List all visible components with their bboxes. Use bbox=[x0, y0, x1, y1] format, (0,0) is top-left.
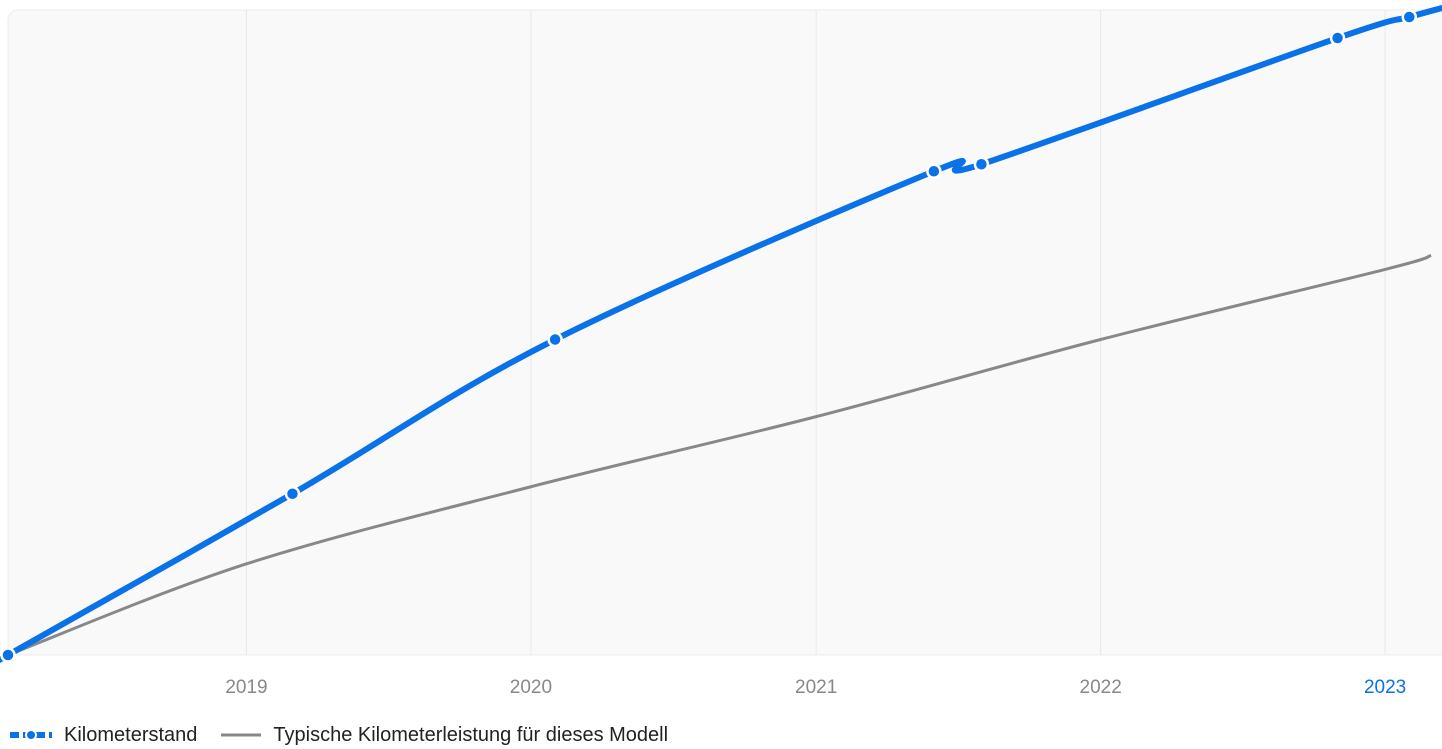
mileage-point-2023-02[interactable] bbox=[1401, 9, 1418, 25]
mileage-point-2021-06[interactable] bbox=[926, 163, 942, 179]
grid-lines bbox=[245, 10, 1386, 655]
mileage-point-2018-03[interactable] bbox=[0, 647, 16, 663]
legend-swatch-mileage bbox=[10, 729, 52, 741]
mileage-chart: 2019 2020 2021 2022 2023 bbox=[0, 5, 1442, 698]
mileage-point-2022-11[interactable] bbox=[1329, 30, 1346, 46]
legend: Kilometerstand Typische Kilometerleistun… bbox=[8, 722, 690, 748]
x-tick-label-2020: 2020 bbox=[510, 677, 552, 698]
legend-item-mileage[interactable]: Kilometerstand bbox=[8, 724, 197, 747]
x-tick-label-2021: 2021 bbox=[795, 677, 837, 698]
series-line-typical bbox=[7, 253, 1432, 657]
legend-swatch-typical bbox=[221, 733, 262, 737]
legend-item-typical[interactable]: Typische Kilometerleistung für dieses Mo… bbox=[219, 724, 668, 747]
legend-label-typical: Typische Kilometerleistung für dieses Mo… bbox=[273, 723, 669, 746]
plot-area bbox=[7, 9, 1442, 656]
x-tick-label-2019: 2019 bbox=[225, 677, 267, 698]
mileage-point-2021-08[interactable] bbox=[973, 156, 990, 172]
x-tick-label-2022: 2022 bbox=[1080, 677, 1122, 698]
x-axis-ticks: 2019 2020 2021 2022 2023 bbox=[225, 677, 1406, 698]
legend-label-mileage: Kilometerstand bbox=[64, 723, 198, 746]
x-tick-label-2023: 2023 bbox=[1364, 677, 1406, 698]
series-layer bbox=[0, 5, 1442, 663]
mileage-point-2020-02[interactable] bbox=[547, 331, 563, 348]
mileage-point-2019-03[interactable] bbox=[284, 486, 301, 502]
